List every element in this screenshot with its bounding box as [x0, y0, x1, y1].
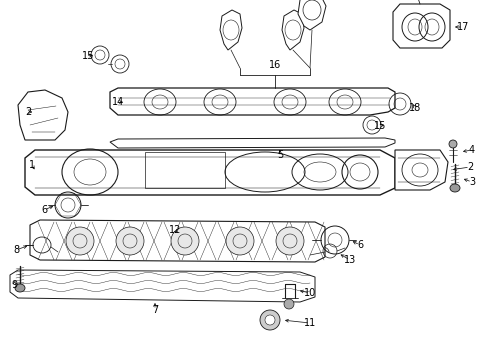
Ellipse shape — [260, 310, 280, 330]
Polygon shape — [394, 150, 447, 190]
Text: 15: 15 — [81, 51, 94, 61]
Text: 8: 8 — [13, 245, 19, 255]
Polygon shape — [392, 4, 449, 48]
Polygon shape — [110, 88, 394, 115]
Ellipse shape — [275, 227, 304, 255]
Text: 17: 17 — [456, 22, 468, 32]
Polygon shape — [282, 10, 304, 50]
Text: 6: 6 — [41, 205, 47, 215]
Ellipse shape — [264, 315, 274, 325]
Text: 15: 15 — [373, 121, 386, 131]
Text: 6: 6 — [356, 240, 362, 250]
Text: 11: 11 — [303, 318, 315, 328]
Text: 2: 2 — [466, 162, 472, 172]
Text: 4: 4 — [468, 145, 474, 155]
Text: 5: 5 — [276, 150, 283, 160]
Text: 7: 7 — [152, 305, 158, 315]
Text: 1: 1 — [29, 160, 35, 170]
Polygon shape — [18, 90, 68, 140]
Polygon shape — [110, 138, 394, 148]
Text: 12: 12 — [168, 225, 181, 235]
Ellipse shape — [66, 227, 94, 255]
Ellipse shape — [449, 184, 459, 192]
Text: 10: 10 — [303, 288, 315, 298]
Ellipse shape — [171, 227, 199, 255]
Polygon shape — [220, 10, 242, 50]
Polygon shape — [25, 150, 394, 195]
Bar — [145, 152, 224, 188]
Text: 16: 16 — [268, 60, 281, 70]
Ellipse shape — [116, 227, 143, 255]
Ellipse shape — [225, 227, 253, 255]
Polygon shape — [297, 0, 325, 30]
Text: 9: 9 — [11, 280, 17, 290]
Text: 13: 13 — [343, 255, 355, 265]
Ellipse shape — [284, 299, 293, 309]
Polygon shape — [30, 220, 325, 262]
Text: 18: 18 — [408, 103, 420, 113]
Text: 2: 2 — [25, 107, 31, 117]
Ellipse shape — [448, 140, 456, 148]
Text: 3: 3 — [468, 177, 474, 187]
Text: 14: 14 — [112, 97, 124, 107]
Polygon shape — [10, 270, 314, 302]
Ellipse shape — [15, 284, 25, 292]
